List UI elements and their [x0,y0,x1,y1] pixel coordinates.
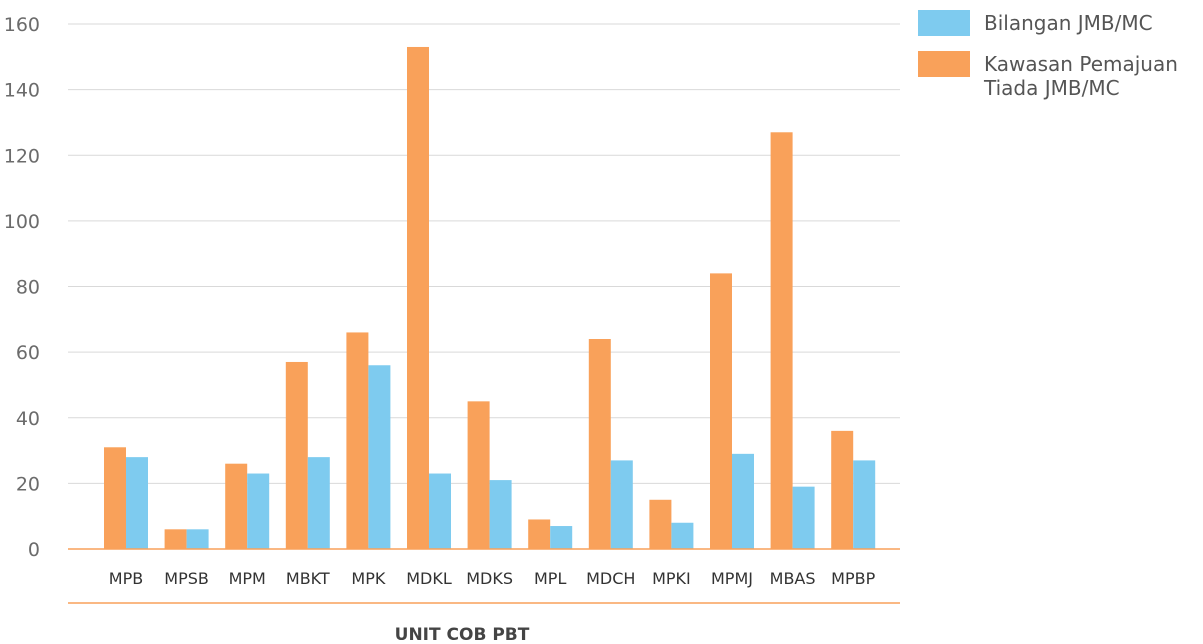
x-tick-label: MDKL [406,569,452,588]
x-tick-label: MPB [109,569,143,588]
bar-kawasan-pemajuan-mdch [588,339,611,549]
bar-bilangan-jmb-mc-mpki [671,522,694,549]
y-tick-label: 120 [4,145,40,167]
bar-bilangan-jmb-mc-mpl [550,526,573,549]
x-tick-label: MPL [534,569,566,588]
bar-kawasan-pemajuan-mpl [528,519,551,549]
bar-bilangan-jmb-mc-mpk [368,365,391,549]
legend-label: Kawasan Pemajuan [984,52,1178,76]
bar-bilangan-jmb-mc-mdkl [429,473,451,549]
bar-bilangan-jmb-mc-mdch [610,460,633,549]
bar-kawasan-pemajuan-mbas [770,132,793,549]
x-axis-categories: MPB MPSB MPM MBKT MPK MDKL MDKS MPL MDCH MPKI MPMJ… [109,569,876,588]
x-tick-label: MPBP [831,569,875,588]
x-tick-label: MPM [229,569,266,588]
bar-bilangan-jmb-mc-mpsb [186,529,209,549]
bar-bilangan-jmb-mc-mpbp [853,460,876,549]
x-tick-label: MPK [351,569,385,588]
bar-kawasan-pemajuan-mpbp [831,430,854,549]
y-tick-label: 100 [4,211,40,233]
x-tick-label: MPMJ [711,569,753,588]
bar-kawasan-pemajuan-mdkl [407,46,429,549]
bar-kawasan-pemajuan-mpk [346,332,369,549]
x-tick-label: MBKT [286,569,330,588]
bar-bilangan-jmb-mc-mbas [792,486,815,549]
bar-kawasan-pemajuan-mpm [225,463,248,549]
y-tick-label: 60 [16,342,40,364]
x-tick-label: MDCH [586,569,635,588]
bar-bilangan-jmb-mc-mpm [247,473,270,549]
legend-swatch [918,51,970,77]
bar-kawasan-pemajuan-mdks [467,401,490,549]
y-tick-label: 160 [4,14,40,36]
bar-bilangan-jmb-mc-mpb [126,457,148,549]
legend-swatch [918,10,970,36]
y-axis-ticks: 0 20 40 60 80 100 120 140 160 [4,14,40,561]
y-tick-label: 40 [16,408,40,430]
bar-bilangan-jmb-mc-mdks [489,480,512,549]
bar-bilangan-jmb-mc-mbkt [307,457,330,549]
bars [104,46,876,549]
x-tick-label: MDKS [466,569,513,588]
y-tick-label: 80 [16,277,40,299]
gridlines [68,23,900,484]
bar-bilangan-jmb-mc-mpmj [732,453,754,549]
bar-kawasan-pemajuan-mpmj [710,273,732,549]
x-tick-label: MPKI [652,569,691,588]
y-tick-label: 20 [16,473,40,495]
y-tick-label: 0 [28,539,40,561]
bar-kawasan-pemajuan-mbkt [285,361,308,549]
bar-kawasan-pemajuan-mpsb [164,529,187,549]
legend-label: Tiada JMB/MC [983,76,1120,100]
bar-kawasan-pemajuan-mpb [104,447,126,549]
x-tick-label: MBAS [770,569,816,588]
legend-label: Bilangan JMB/MC [984,11,1153,35]
x-tick-label: MPSB [164,569,209,588]
x-axis-title: UNIT COB PBT [395,625,530,644]
bar-kawasan-pemajuan-mpki [649,499,672,549]
y-tick-label: 140 [4,80,40,102]
